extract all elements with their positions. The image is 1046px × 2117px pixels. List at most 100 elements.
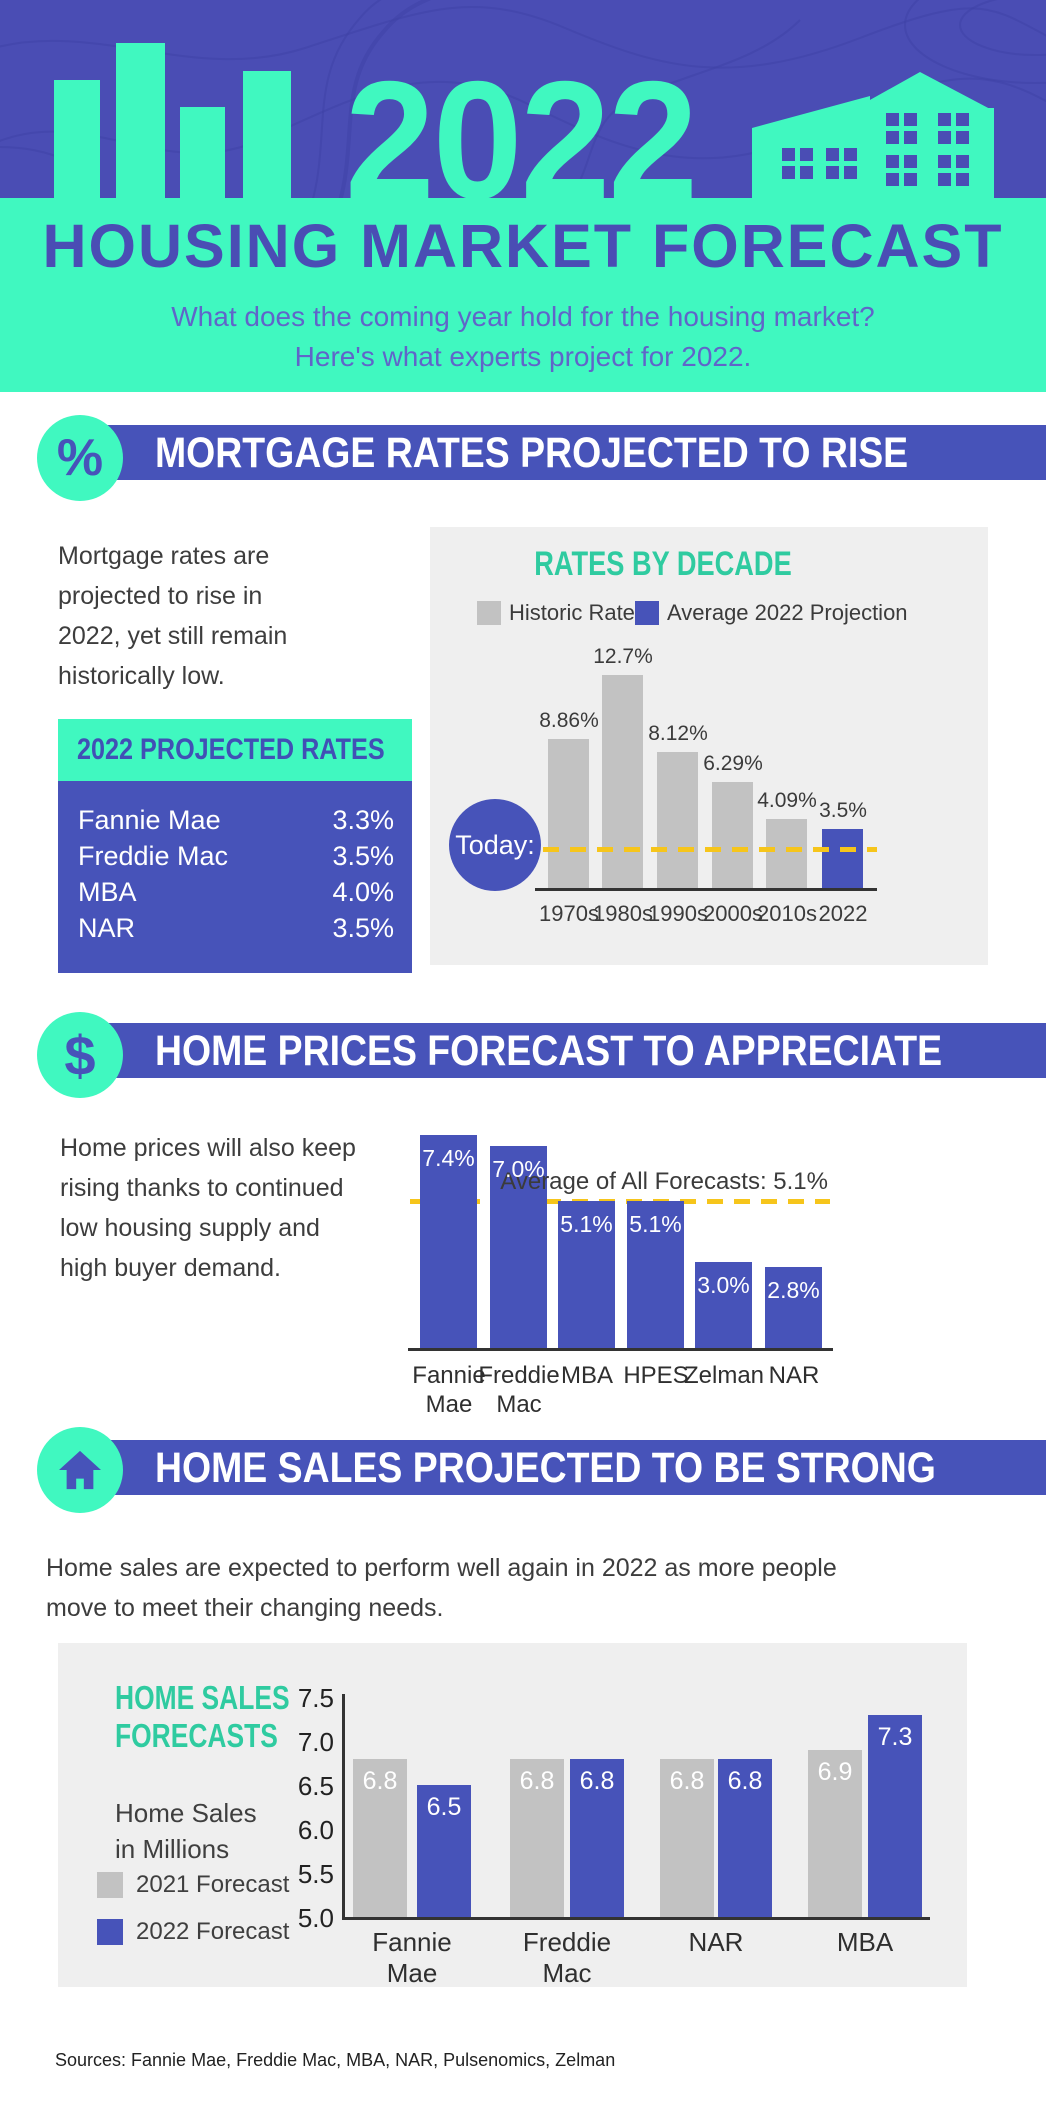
x-axis-label-line: NAR xyxy=(688,1927,744,1957)
hero-subtitle-line2: Here's what experts project for 2022. xyxy=(294,341,752,372)
x-axis-label: Fannie Mae xyxy=(399,1361,499,1419)
bar-value-label: 5.1% xyxy=(560,1211,613,1237)
x-axis-label-line: Fannie xyxy=(412,1362,486,1389)
paragraph-line: Home prices will also keep xyxy=(60,1134,356,1162)
bar-value-label: 7.0% xyxy=(492,1156,545,1182)
x-axis-label-line: HPES xyxy=(623,1362,689,1389)
x-axis-label-line: Freddie xyxy=(478,1362,560,1389)
legend-swatch xyxy=(97,1919,123,1945)
bar-Freddie-Mac-2022 xyxy=(570,1759,624,1917)
x-axis-label-line: Mae xyxy=(425,1391,473,1418)
bar-Freddie-Mac-2021 xyxy=(510,1759,564,1917)
bar-1980s xyxy=(602,675,643,888)
house-illustration xyxy=(752,72,994,198)
x-axis-label: MBA xyxy=(537,1361,637,1390)
bar-value-label: 12.7% xyxy=(593,645,653,668)
x-axis-label-line: MBA xyxy=(836,1927,894,1957)
table-row-value: 3.5% xyxy=(332,841,394,871)
section-icon-badge-rates: % xyxy=(37,415,123,501)
table-header-label: 2022 PROJECTED RATES xyxy=(77,733,385,766)
bar-value-label: 8.12% xyxy=(648,722,708,745)
bar-Fannie-Mae-2021 xyxy=(353,1759,407,1917)
x-axis-label-line: Mac xyxy=(496,1391,542,1418)
hero-teal-band xyxy=(0,198,1046,392)
x-axis-label: 2010s xyxy=(757,901,817,926)
section-icon-badge-prices: $ xyxy=(37,1012,123,1098)
y-axis-tick: 7.5 xyxy=(297,1683,334,1713)
table-row: NAR 3.5% xyxy=(58,910,412,946)
table-row-value: 3.5% xyxy=(332,913,394,943)
legend-item: 2021 Forecast xyxy=(97,1871,289,1899)
dollar-icon: $ xyxy=(64,1023,96,1087)
legend-swatch xyxy=(635,601,659,625)
section-title-prices: HOME PRICES FORECAST TO APPRECIATE xyxy=(155,1027,943,1075)
x-axis-label-line: MBA xyxy=(560,1362,613,1389)
table-row-label: Fannie Mae xyxy=(78,805,221,835)
x-axis-line xyxy=(408,1348,833,1351)
table-row-label: Freddie Mac xyxy=(78,841,229,871)
average-dashed-line xyxy=(410,1199,830,1204)
bar-Fannie-Mae-2022 xyxy=(417,1785,471,1917)
x-axis-label: Freddie Mac xyxy=(507,1927,627,1989)
section-bar-prices xyxy=(85,1023,1046,1078)
paragraph-line: projected to rise in xyxy=(58,582,263,610)
skyline-bar xyxy=(180,107,225,198)
sales-paragraph: Home sales are expected to perform well … xyxy=(46,1548,986,1628)
x-axis-label-line: Fannie xyxy=(372,1927,452,1957)
paragraph-line: 2022, yet still remain xyxy=(58,622,288,650)
section-bar-rates xyxy=(85,425,1046,480)
projected-rates-table: Fannie Mae 3.3% Freddie Mac 3.5% MBA 4.0% NAR 3… xyxy=(58,781,412,973)
bar-2022 xyxy=(822,829,863,888)
section-title-sales: HOME SALES PROJECTED TO BE STRONG xyxy=(155,1444,936,1492)
table-row-label: NAR xyxy=(78,913,136,943)
x-axis-label: Freddie Mac xyxy=(469,1361,569,1419)
bar-value-label: 7.3 xyxy=(877,1723,913,1751)
bar-Freddie-Mac xyxy=(490,1146,547,1348)
y-axis-tick: 7.0 xyxy=(297,1727,334,1757)
home-sales-panel: HOME SALES FORECASTS Home Sales in Milli… xyxy=(58,1643,967,1989)
y-axis-tick: 6.0 xyxy=(297,1815,334,1845)
x-axis-line xyxy=(342,1917,930,1920)
bar-value-label: 7.4% xyxy=(422,1145,475,1171)
bar-value-label: 8.86% xyxy=(539,709,599,732)
table-row-value: 4.0% xyxy=(332,877,394,907)
legend-swatch xyxy=(477,601,501,625)
average-line-label: Average of All Forecasts: 5.1% xyxy=(500,1168,828,1195)
y-axis-line xyxy=(342,1694,345,1920)
bar-value-label: 6.9 xyxy=(817,1758,853,1786)
bar-value-label: 6.8 xyxy=(519,1767,555,1795)
legend-label: Historic Rate xyxy=(509,600,635,625)
rates-by-decade-panel: RATES BY DECADE Historic Rate Average 202… xyxy=(430,527,988,965)
bar-value-label: 6.8 xyxy=(579,1767,615,1795)
table-row: Fannie Mae 3.3% xyxy=(58,802,412,838)
rates-paragraph: Mortgage rates are projected to rise in … xyxy=(58,536,388,696)
paragraph-line: move to meet their changing needs. xyxy=(46,1594,444,1622)
x-axis-label-line: Zelman xyxy=(683,1362,765,1389)
bar-Fannie-Mae xyxy=(420,1135,477,1348)
table-row-value: 3.3% xyxy=(332,805,394,835)
y-axis-note-line: Home Sales xyxy=(115,1798,257,1828)
paragraph-line: low housing supply and xyxy=(60,1214,320,1242)
x-axis-label: NAR xyxy=(744,1361,844,1390)
bar-value-label: 2.8% xyxy=(767,1277,820,1303)
today-dashed-line xyxy=(543,847,877,852)
table-row-label: MBA xyxy=(78,877,137,907)
legend-label: 2022 Forecast xyxy=(136,1918,290,1945)
x-axis-line xyxy=(535,888,877,891)
skyline-bar xyxy=(243,71,291,198)
x-axis-label: Zelman xyxy=(674,1361,774,1390)
bar-NAR-2021 xyxy=(660,1759,714,1917)
home-sales-chart-title: HOME SALES FORECASTS xyxy=(115,1679,333,1755)
rates-by-decade-chart: Historic Rate Average 2022 Projection 8.86… xyxy=(430,527,988,965)
chart-title-line: HOME SALES xyxy=(115,1679,290,1716)
x-axis-label: 1980s xyxy=(593,901,653,926)
bar-value-label: 6.8 xyxy=(727,1767,763,1795)
bar-value-label: 6.29% xyxy=(703,752,763,775)
bar-2000s xyxy=(712,782,753,888)
bar-value-label: 5.1% xyxy=(629,1211,682,1237)
paragraph-line: rising thanks to continued xyxy=(60,1174,344,1202)
x-axis-label: Fannie Mae xyxy=(352,1927,472,1989)
price-forecast-chart: Average of All Forecasts: 5.1% 7.4% Fannie… xyxy=(400,1118,846,1418)
bar-value-label: 6.5 xyxy=(426,1793,462,1821)
bar-NAR xyxy=(765,1267,822,1348)
